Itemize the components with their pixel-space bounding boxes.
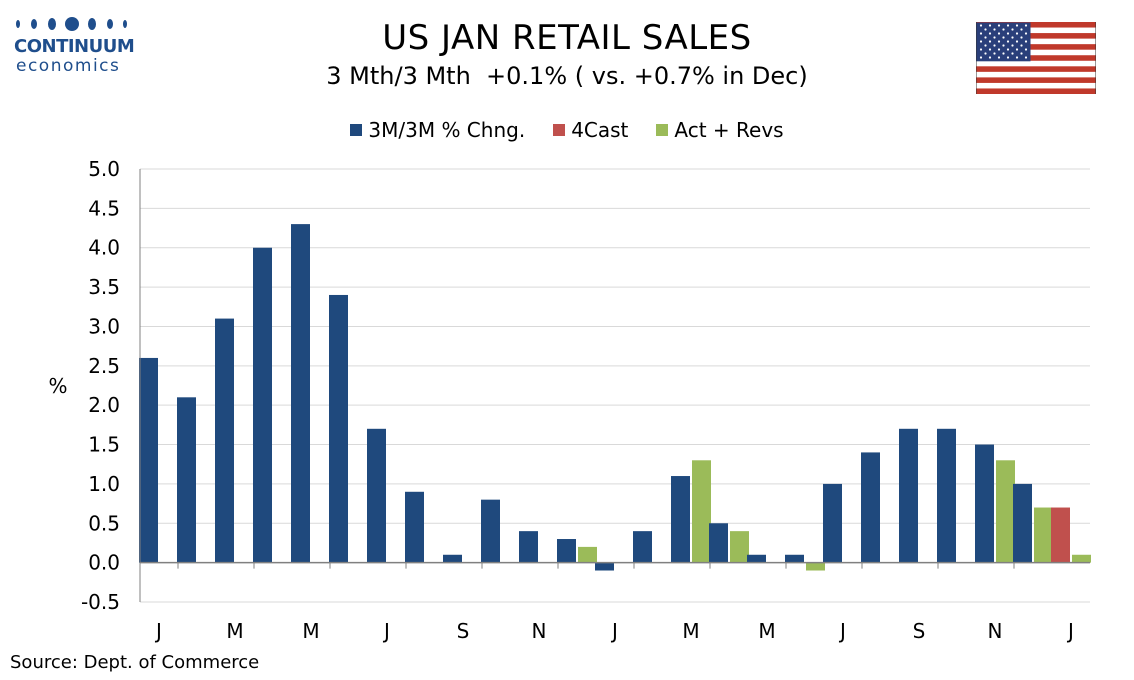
y-tick-label: 1.5	[88, 433, 120, 457]
y-axis-label: %	[48, 374, 67, 398]
x-tick-label: N	[988, 619, 1003, 643]
bar-act-revs	[692, 460, 711, 563]
logo-subtitle: economics	[16, 56, 121, 76]
y-tick-label: 5.0	[88, 157, 120, 181]
source-note: Source: Dept. of Commerce	[10, 652, 260, 673]
legend-swatch-act	[656, 124, 669, 136]
bar-3m3m	[899, 428, 918, 563]
bar-3m3m	[443, 554, 462, 563]
bar-3m3m	[519, 531, 538, 563]
logo-name: CONTINUUM	[14, 36, 135, 57]
bar-3m3m	[861, 452, 880, 563]
bar-3m3m	[215, 318, 234, 563]
bar-3m3m	[633, 531, 652, 563]
x-tick-label: N	[532, 619, 547, 643]
bar-3m3m	[1013, 483, 1032, 563]
bar-act-revs	[578, 546, 597, 563]
y-tick-label: 0.5	[88, 511, 120, 535]
x-tick-label: M	[226, 619, 243, 643]
y-tick-label: 3.5	[88, 275, 120, 299]
legend-label-4cast: 4Cast	[571, 118, 629, 142]
bar-3m3m	[785, 554, 804, 563]
bar-3m3m	[139, 357, 158, 563]
bar-3m3m	[937, 428, 956, 563]
bar-3m3m	[367, 428, 386, 563]
bar-3m3m	[291, 224, 310, 563]
bar-3m3m	[253, 247, 272, 563]
bar-3m3m	[595, 562, 614, 571]
continuum-economics-logo: CONTINUUM economics	[14, 14, 135, 76]
legend-label-3m3m: 3M/3M % Chng.	[368, 118, 526, 142]
y-tick-label: 0.0	[88, 551, 120, 575]
y-tick-label: -0.5	[81, 590, 120, 614]
x-tick-label: M	[682, 619, 699, 643]
us-flag-icon	[976, 22, 1096, 94]
bar-3m3m	[557, 539, 576, 563]
x-tick-label: S	[913, 619, 926, 643]
legend-swatch-4cast	[553, 124, 566, 136]
x-tick-label: M	[758, 619, 775, 643]
bar-act-revs	[730, 531, 749, 563]
x-tick-label: J	[154, 619, 162, 643]
logo-dots-icon	[16, 17, 127, 31]
x-tick-label: J	[610, 619, 618, 643]
x-tick-label: J	[382, 619, 390, 643]
bar-act-revs	[996, 460, 1015, 563]
bar-3m3m	[823, 483, 842, 563]
bar-act-revs	[1034, 507, 1053, 563]
bar-3m3m	[329, 294, 348, 563]
bar-3m3m	[177, 397, 196, 563]
chart-title: US JAN RETAIL SALES	[382, 18, 752, 58]
chart-subtitle: 3 Mth/3 Mth +0.1% ( vs. +0.7% in Dec)	[326, 62, 808, 90]
bars	[139, 224, 1091, 571]
bar-3m3m	[481, 499, 500, 563]
bar-3m3m	[671, 476, 690, 563]
y-tick-label: 2.5	[88, 354, 120, 378]
x-tick-label: J	[838, 619, 846, 643]
legend-item-act: Act + Revs	[656, 118, 784, 142]
bar-act-revs	[806, 562, 825, 571]
bar-3m3m	[405, 491, 424, 563]
legend-swatch-3m3m	[350, 124, 363, 136]
x-tick-label: S	[457, 619, 470, 643]
chart-legend: 3M/3M % Chng. 4Cast Act + Revs	[0, 118, 1134, 142]
bar-4cast	[1051, 507, 1070, 563]
x-tick-label: M	[302, 619, 319, 643]
y-tick-label: 4.5	[88, 196, 120, 220]
bar-3m3m	[747, 554, 766, 563]
y-tick-label: 3.0	[88, 314, 120, 338]
bar-3m3m	[975, 444, 994, 563]
y-tick-label: 2.0	[88, 393, 120, 417]
y-tick-label: 1.0	[88, 472, 120, 496]
bar-act-revs	[1072, 554, 1091, 563]
bar-3m3m	[709, 523, 728, 563]
legend-item-4cast: 4Cast	[553, 118, 628, 142]
y-tick-label: 4.0	[88, 236, 120, 260]
legend-label-act: Act + Revs	[674, 118, 784, 142]
legend-item-3m3m: 3M/3M % Chng.	[350, 118, 525, 142]
x-tick-label: J	[1066, 619, 1074, 643]
